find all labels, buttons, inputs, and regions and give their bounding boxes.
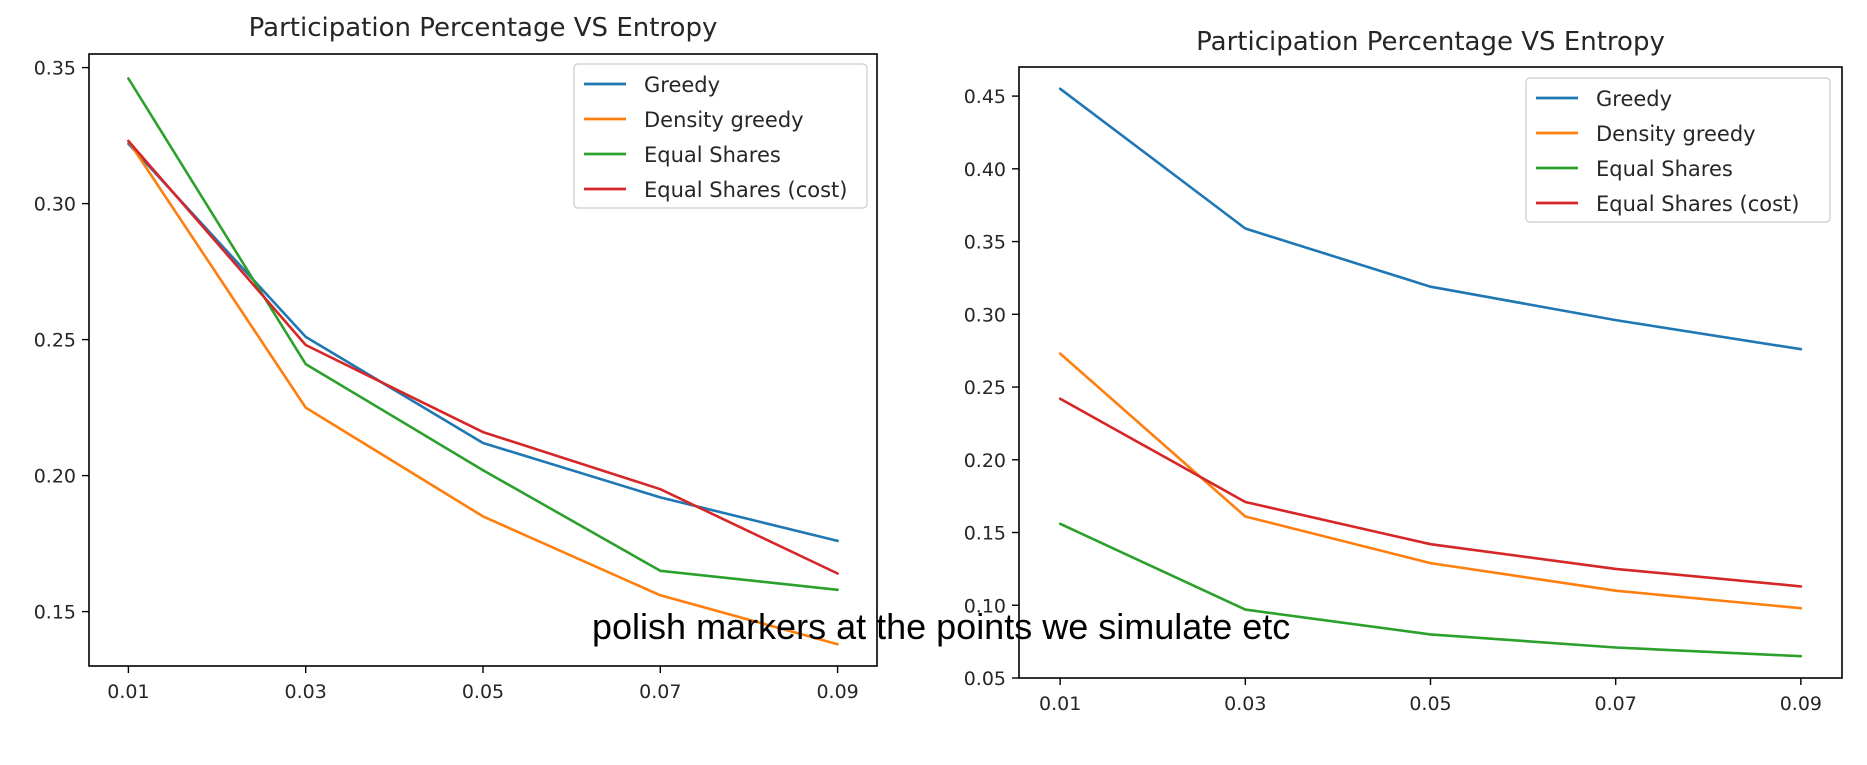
y-tick-label: 0.05 bbox=[964, 668, 1006, 690]
y-tick-label: 0.35 bbox=[964, 232, 1006, 254]
legend-label: Density greedy bbox=[644, 108, 804, 132]
legend: Greedy Density greedy Equal Shares Equal Sh… bbox=[1525, 77, 1831, 223]
legend-label: Equal Shares (cost) bbox=[644, 178, 847, 202]
x-tick-label: 0.05 bbox=[1409, 693, 1451, 715]
x-tick-label: 0.09 bbox=[1780, 693, 1822, 715]
chart-title: Participation Percentage VS Entropy bbox=[249, 13, 718, 43]
series-line-density-greedy bbox=[127, 139, 839, 646]
x-tick-label: 0.07 bbox=[639, 681, 681, 703]
x-tick-label: 0.03 bbox=[1224, 693, 1266, 715]
y-tick-label: 0.15 bbox=[34, 602, 76, 624]
x-tick-label: 0.01 bbox=[1039, 693, 1081, 715]
y-tick-label: 0.25 bbox=[34, 330, 76, 352]
y-tick-label: 0.20 bbox=[34, 466, 76, 488]
legend-label: Equal Shares (cost) bbox=[1596, 192, 1799, 216]
y-tick-label: 0.30 bbox=[34, 194, 76, 216]
legend-label: Equal Shares bbox=[1596, 157, 1733, 181]
right-line-chart: Participation Percentage VS Entropy 0.01 0… bbox=[964, 27, 1843, 715]
series-line-greedy bbox=[127, 142, 839, 543]
legend-label: Greedy bbox=[644, 73, 720, 97]
annotation-text: polish markers at the points we simulate… bbox=[592, 606, 1291, 647]
legend-box bbox=[1525, 77, 1831, 223]
series-line-density-greedy bbox=[1058, 352, 1803, 610]
y-tick-label: 0.35 bbox=[34, 58, 76, 80]
x-tick-label: 0.07 bbox=[1595, 693, 1637, 715]
x-tick-label: 0.09 bbox=[816, 681, 858, 703]
legend-label: Equal Shares bbox=[644, 143, 781, 167]
legend: Greedy Density greedy Equal Shares Equal Sh… bbox=[573, 63, 868, 209]
y-tick-label: 0.25 bbox=[964, 377, 1006, 399]
y-tick-label: 0.45 bbox=[964, 86, 1006, 108]
series-line-equal-shares bbox=[1058, 522, 1803, 658]
x-tick-label: 0.03 bbox=[285, 681, 327, 703]
series-line-equal-shares bbox=[127, 77, 839, 592]
y-tick-label: 0.10 bbox=[964, 595, 1006, 617]
legend-label: Density greedy bbox=[1596, 122, 1756, 146]
legend-box bbox=[573, 63, 868, 209]
x-tick-label: 0.01 bbox=[107, 681, 149, 703]
y-tick-label: 0.15 bbox=[964, 523, 1006, 545]
left-line-chart: Participation Percentage VS Entropy 0.01 0… bbox=[34, 13, 878, 703]
x-tick-label: 0.05 bbox=[462, 681, 504, 703]
chart-title: Participation Percentage VS Entropy bbox=[1196, 27, 1665, 57]
legend-label: Greedy bbox=[1596, 87, 1672, 111]
y-tick-label: 0.30 bbox=[964, 304, 1006, 326]
series-line-greedy bbox=[1058, 87, 1803, 351]
y-tick-label: 0.20 bbox=[964, 450, 1006, 472]
series-line-equal-shares-cost bbox=[127, 139, 839, 575]
y-tick-label: 0.40 bbox=[964, 159, 1006, 181]
series-line-equal-shares-cost bbox=[1058, 397, 1803, 588]
